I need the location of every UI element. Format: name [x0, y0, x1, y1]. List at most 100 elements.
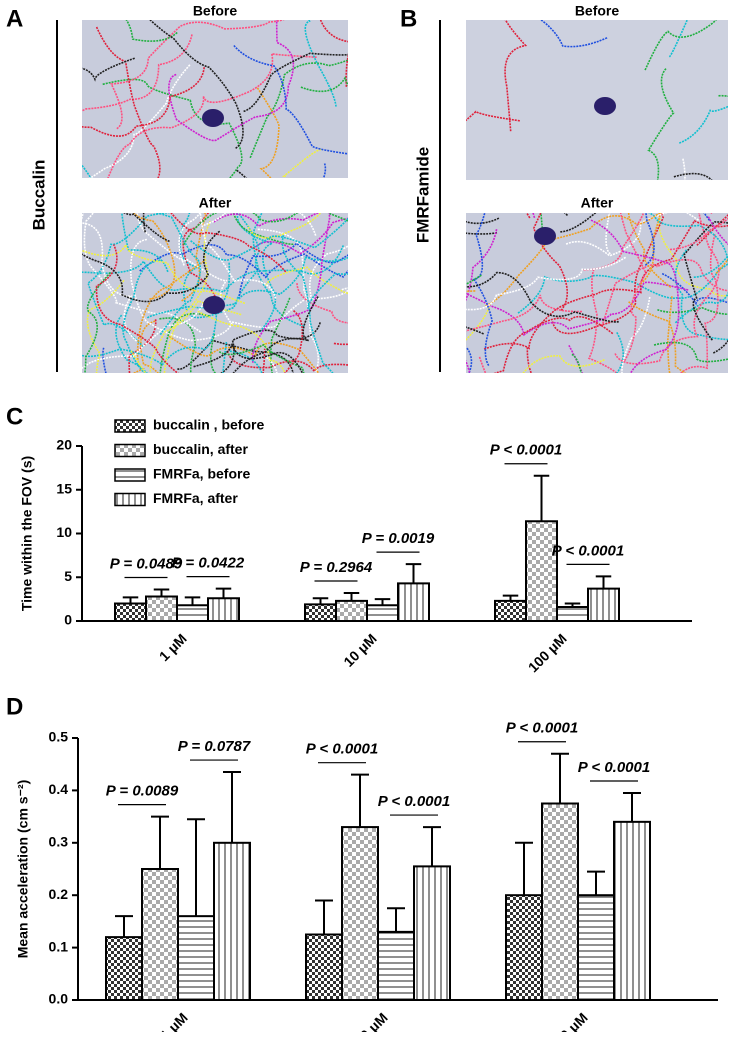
bar	[342, 827, 378, 1000]
bar	[378, 932, 414, 1000]
bar	[336, 601, 367, 621]
legend-label: FMRFa, after	[153, 490, 238, 506]
track	[230, 351, 420, 583]
bar	[306, 935, 342, 1001]
x-tick-label: 10 μM	[351, 1009, 390, 1032]
cell-body	[534, 227, 556, 245]
error-bar	[423, 827, 441, 866]
track	[203, 348, 471, 527]
bar	[506, 895, 542, 1000]
cell-body	[202, 109, 224, 127]
error-bar	[351, 775, 369, 827]
annotation: P = 0.0422	[172, 555, 245, 572]
error-bar	[515, 843, 533, 895]
y-axis-label: Mean acceleration (cm s⁻²)	[15, 780, 31, 959]
y-tick-label: 0.5	[49, 729, 69, 745]
annotation: P = 0.0089	[106, 783, 179, 800]
cell-body	[203, 296, 225, 314]
error-bar	[115, 916, 133, 937]
image-caption: After	[581, 195, 614, 211]
image-caption: Before	[575, 3, 620, 19]
annotation: P = 0.0787	[178, 738, 251, 755]
cell-body	[594, 97, 616, 115]
legend-swatch	[115, 420, 145, 432]
y-tick-label: 0.1	[49, 938, 69, 954]
error-bar	[587, 872, 605, 896]
bar	[214, 843, 250, 1000]
bar	[177, 605, 208, 621]
error-bar	[185, 597, 201, 605]
bar	[414, 866, 450, 1000]
error-bar	[596, 576, 612, 588]
bar	[146, 597, 177, 622]
legend-swatch	[115, 445, 145, 457]
y-tick-label: 10	[56, 524, 72, 540]
error-bar	[216, 589, 232, 599]
bar	[208, 598, 239, 621]
bar	[542, 804, 578, 1001]
annotation: P = 0.2964	[300, 559, 373, 576]
legend-label: FMRFa, before	[153, 466, 250, 482]
bar	[526, 521, 557, 621]
error-bar	[223, 772, 241, 843]
legend-swatch	[115, 494, 145, 506]
panel-letter: C	[6, 403, 23, 430]
x-tick-label: 100 μM	[546, 1009, 591, 1032]
image-caption: Before	[193, 3, 238, 19]
bar	[578, 895, 614, 1000]
error-bar	[387, 908, 405, 932]
y-tick-label: 15	[56, 480, 72, 496]
error-bar	[154, 590, 170, 597]
panel-letter: B	[400, 5, 417, 32]
bar	[588, 589, 619, 621]
y-tick-label: 20	[56, 437, 72, 453]
panel-side-label: FMRFamide	[413, 147, 432, 243]
annotation: P < 0.0001	[578, 759, 650, 776]
annotation: P < 0.0001	[490, 442, 562, 459]
error-bar	[344, 593, 360, 601]
track	[567, 354, 749, 552]
error-bar	[551, 754, 569, 804]
x-tick-label: 1 μM	[156, 630, 190, 664]
panel-side-label: Buccalin	[29, 160, 48, 231]
error-bar	[623, 793, 641, 822]
y-tick-label: 0.4	[49, 781, 69, 797]
y-tick-label: 0	[64, 612, 72, 628]
y-axis-label: Time within the FOV (s)	[19, 456, 35, 611]
bar	[367, 605, 398, 621]
legend-label: buccalin , before	[153, 417, 264, 433]
bar	[178, 916, 214, 1000]
annotation: P < 0.0001	[552, 542, 624, 559]
y-tick-label: 0.0	[49, 991, 69, 1007]
error-bar	[315, 900, 333, 934]
x-tick-label: 100 μM	[525, 630, 570, 675]
x-tick-label: 10 μM	[340, 630, 379, 669]
bar	[115, 604, 146, 622]
track	[614, 332, 749, 605]
annotation: P < 0.0001	[378, 793, 450, 810]
y-tick-label: 0.2	[49, 886, 69, 902]
annotation: P = 0.0019	[362, 530, 435, 547]
y-tick-label: 0.3	[49, 834, 69, 850]
bar	[305, 604, 336, 621]
panel-letter: A	[6, 5, 23, 32]
bar	[614, 822, 650, 1000]
bar	[142, 869, 178, 1000]
image-caption: After	[199, 195, 232, 211]
error-bar	[151, 817, 169, 869]
bar	[398, 583, 429, 621]
panel-letter: D	[6, 693, 23, 720]
annotation: P < 0.0001	[506, 720, 578, 737]
error-bar	[534, 476, 550, 522]
legend-swatch	[115, 469, 145, 481]
annotation: P < 0.0001	[306, 741, 378, 758]
error-bar	[406, 564, 422, 583]
x-tick-label: 1 μM	[157, 1009, 191, 1032]
error-bar	[187, 819, 205, 916]
bar	[557, 607, 588, 621]
y-tick-label: 5	[64, 568, 72, 584]
bar	[106, 937, 142, 1000]
legend-label: buccalin, after	[153, 441, 248, 457]
